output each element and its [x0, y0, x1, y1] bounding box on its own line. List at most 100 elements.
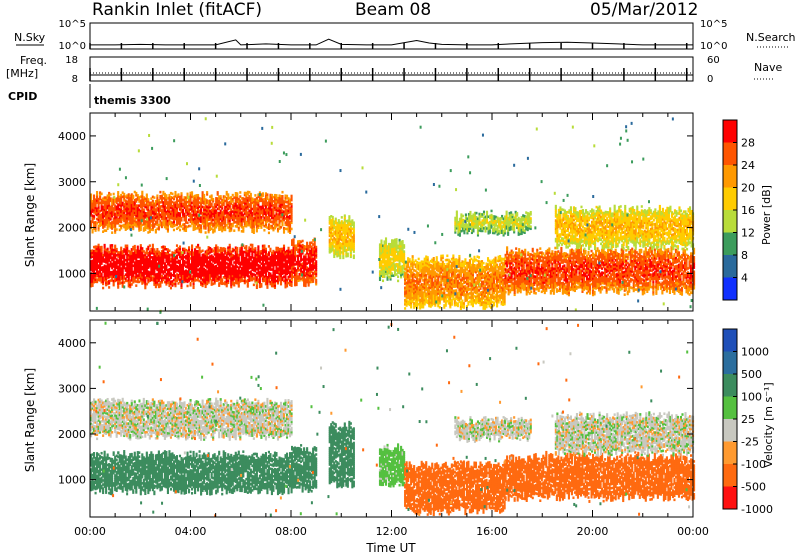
heat-cell	[171, 217, 174, 220]
heat-cell	[248, 221, 251, 225]
heat-cell	[216, 203, 219, 207]
heat-cell	[138, 218, 141, 222]
heat-cell	[180, 208, 183, 212]
heat-cell	[224, 210, 227, 213]
heat-cell	[99, 191, 102, 194]
heat-cell	[237, 204, 240, 207]
heat-cell	[112, 279, 115, 283]
heat-cell	[172, 195, 176, 199]
heat-cell	[260, 205, 263, 209]
heat-cell	[159, 213, 162, 217]
heat-cell	[227, 205, 230, 209]
heat-cell	[240, 207, 243, 210]
heat-cell	[257, 209, 260, 213]
heat-cell	[102, 230, 105, 233]
heat-cell	[97, 214, 100, 217]
heat-cell	[254, 220, 257, 224]
heat-cell	[115, 215, 118, 219]
heat-cell	[198, 215, 201, 219]
heat-cell	[263, 202, 266, 205]
heat-cell	[270, 212, 274, 216]
heat-cell	[213, 229, 216, 233]
heat-cell	[126, 244, 129, 248]
heat-cell	[123, 217, 126, 221]
heat-cell	[249, 209, 252, 212]
heat-cell	[100, 215, 103, 218]
heat-cell	[142, 218, 145, 222]
heat-cell	[108, 253, 111, 256]
heat-cell	[153, 202, 156, 206]
heat-cell	[249, 203, 252, 206]
heat-cell	[148, 220, 151, 223]
heat-cell	[260, 220, 263, 223]
heat-cell	[197, 243, 200, 247]
heat-cell	[218, 222, 221, 225]
heat-cell	[269, 204, 272, 207]
heat-cell	[218, 207, 221, 211]
heat-cell	[100, 262, 103, 265]
heat-cell	[117, 253, 120, 256]
heat-cell	[181, 202, 185, 206]
heat-cell	[147, 210, 150, 214]
heat-cell	[145, 222, 148, 225]
heat-cell	[285, 205, 289, 208]
heat-cell	[285, 213, 289, 216]
heat-cell	[233, 202, 236, 206]
heat-cell	[194, 202, 197, 206]
heat-cell	[261, 194, 264, 197]
heat-cell	[236, 210, 239, 214]
heat-cell	[257, 226, 260, 230]
heat-cell	[228, 215, 231, 218]
heat-cell	[187, 204, 191, 207]
heat-cell	[192, 226, 195, 229]
heat-cell	[282, 204, 286, 207]
heat-cell	[127, 249, 130, 253]
heat-cell	[165, 200, 168, 203]
heat-cell	[216, 219, 219, 223]
heat-cell	[144, 226, 147, 229]
heat-cell	[94, 227, 97, 230]
heat-cell	[197, 204, 200, 207]
heat-cell	[279, 203, 283, 206]
freq-series	[89, 68, 693, 81]
heat-cell	[99, 246, 102, 249]
noise-tick-right-top: 10^5	[700, 19, 727, 30]
heat-cell	[184, 200, 188, 204]
heat-cell	[163, 196, 166, 200]
heat-cell	[90, 278, 93, 282]
heat-cell	[251, 207, 254, 211]
heat-cell	[174, 223, 177, 227]
heat-cell	[180, 192, 183, 195]
heat-cell	[207, 224, 210, 228]
heat-cell	[263, 210, 266, 213]
heat-cell	[118, 261, 121, 265]
heat-cell	[153, 212, 156, 216]
heat-cell	[218, 226, 221, 229]
heat-cell	[186, 213, 189, 216]
heat-cell	[216, 201, 219, 204]
heat-cell	[254, 200, 257, 203]
heat-cell	[141, 194, 144, 198]
heat-cell	[103, 266, 106, 270]
heat-cell	[197, 206, 200, 209]
heat-cell	[203, 195, 206, 199]
heat-cell	[189, 208, 192, 211]
heat-cell	[213, 227, 216, 231]
heat-cell	[124, 248, 127, 252]
heat-cell	[127, 284, 130, 288]
heat-cell	[171, 192, 174, 196]
heat-cell	[96, 262, 99, 265]
heat-cell	[222, 213, 225, 217]
heat-cell	[109, 217, 112, 221]
heat-cell	[117, 265, 120, 269]
heat-cell	[209, 218, 212, 221]
heat-cell	[222, 209, 225, 213]
heat-cell	[225, 190, 228, 194]
heat-cell	[138, 225, 141, 228]
heat-cell	[120, 195, 123, 199]
heat-cell	[120, 267, 123, 270]
heat-cell	[224, 218, 227, 221]
heat-cell	[180, 204, 183, 208]
heat-cell	[111, 266, 114, 270]
heat-cell	[209, 205, 212, 209]
